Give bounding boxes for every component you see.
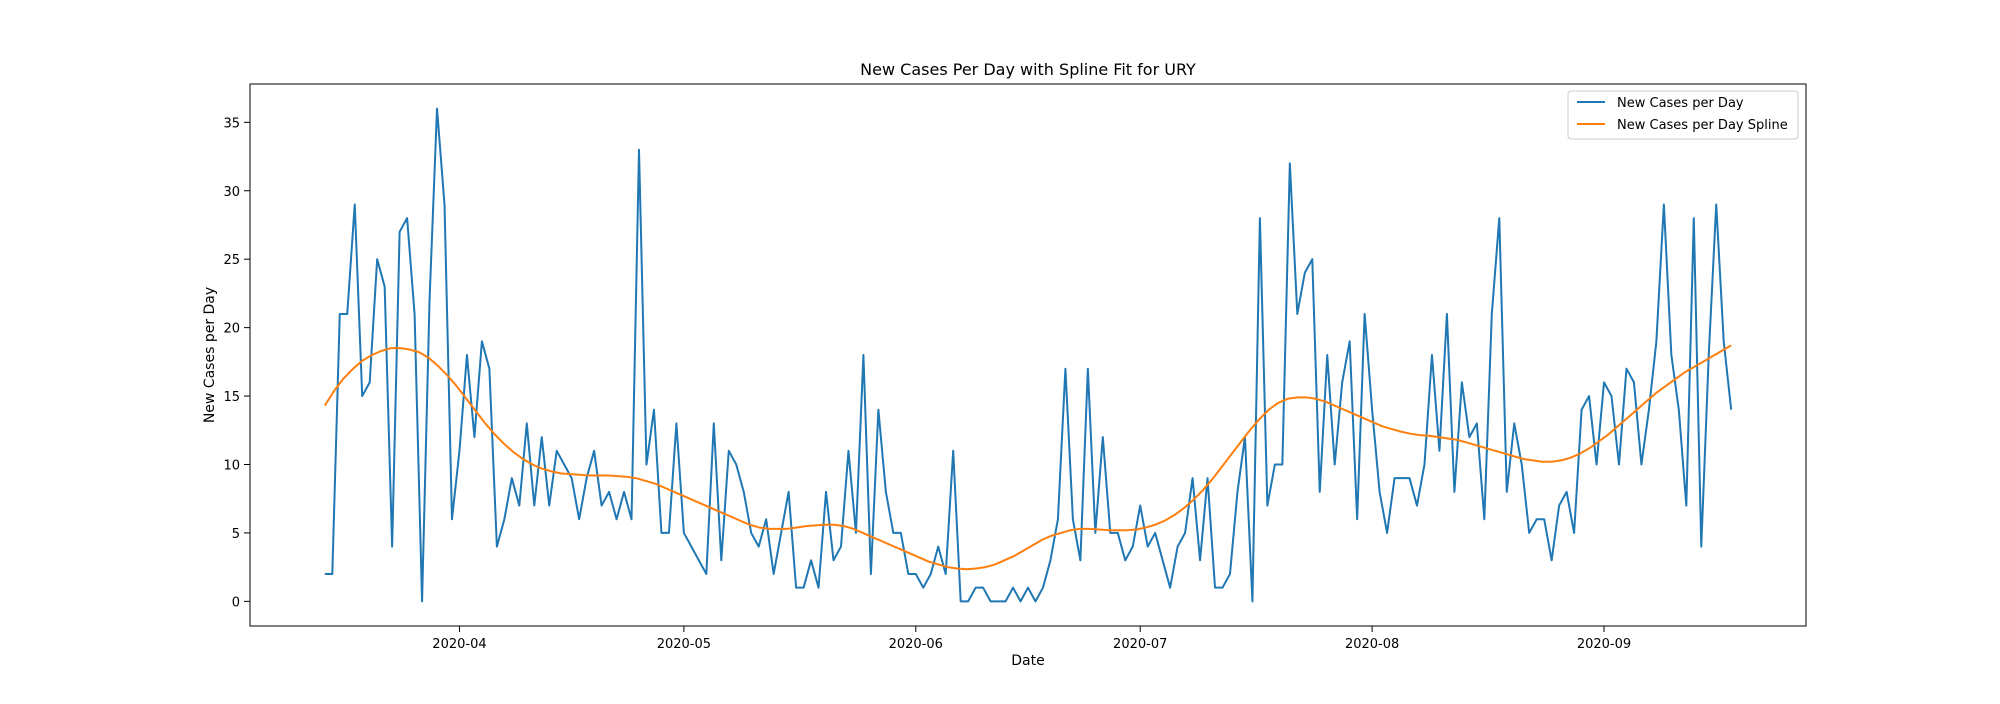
- series-layer: [323, 107, 1733, 603]
- plot-area-frame: [249, 83, 1807, 627]
- y-tick-label: 35: [223, 116, 240, 131]
- x-axis-ticks: 2020-04 2020-05 2020-06 2020-07 2020-08 2020-…: [432, 626, 1631, 652]
- series-line-new-cases: [324, 107, 1733, 603]
- x-tick-label: 2020-07: [1113, 637, 1167, 652]
- legend: New Cases per Day New Cases per Day Spli…: [1567, 90, 1799, 140]
- y-tick-label: 20: [223, 322, 240, 337]
- y-tick-label: 0: [232, 595, 240, 610]
- x-axis-label: Date: [1011, 653, 1044, 669]
- y-tick-label: 10: [223, 458, 240, 473]
- x-tick-label: 2020-08: [1345, 637, 1399, 652]
- y-axis-ticks: 0 5 10 15 20 25 30 35: [223, 116, 250, 610]
- legend-box: [1567, 90, 1799, 140]
- x-tick-label: 2020-06: [889, 637, 943, 652]
- legend-label-spline: New Cases per Day Spline: [1617, 118, 1788, 133]
- chart-title: New Cases Per Day with Spline Fit for UR…: [860, 60, 1196, 79]
- y-tick-label: 15: [223, 390, 240, 405]
- y-axis-label: New Cases per Day: [202, 287, 218, 423]
- y-tick-label: 5: [232, 527, 240, 542]
- legend-label-new-cases: New Cases per Day: [1617, 96, 1744, 111]
- x-tick-label: 2020-09: [1577, 637, 1631, 652]
- series-line-spline: [323, 344, 1732, 571]
- y-tick-label: 30: [223, 185, 240, 200]
- y-tick-label: 25: [223, 253, 240, 268]
- x-tick-label: 2020-04: [432, 637, 486, 652]
- x-tick-label: 2020-05: [657, 637, 711, 652]
